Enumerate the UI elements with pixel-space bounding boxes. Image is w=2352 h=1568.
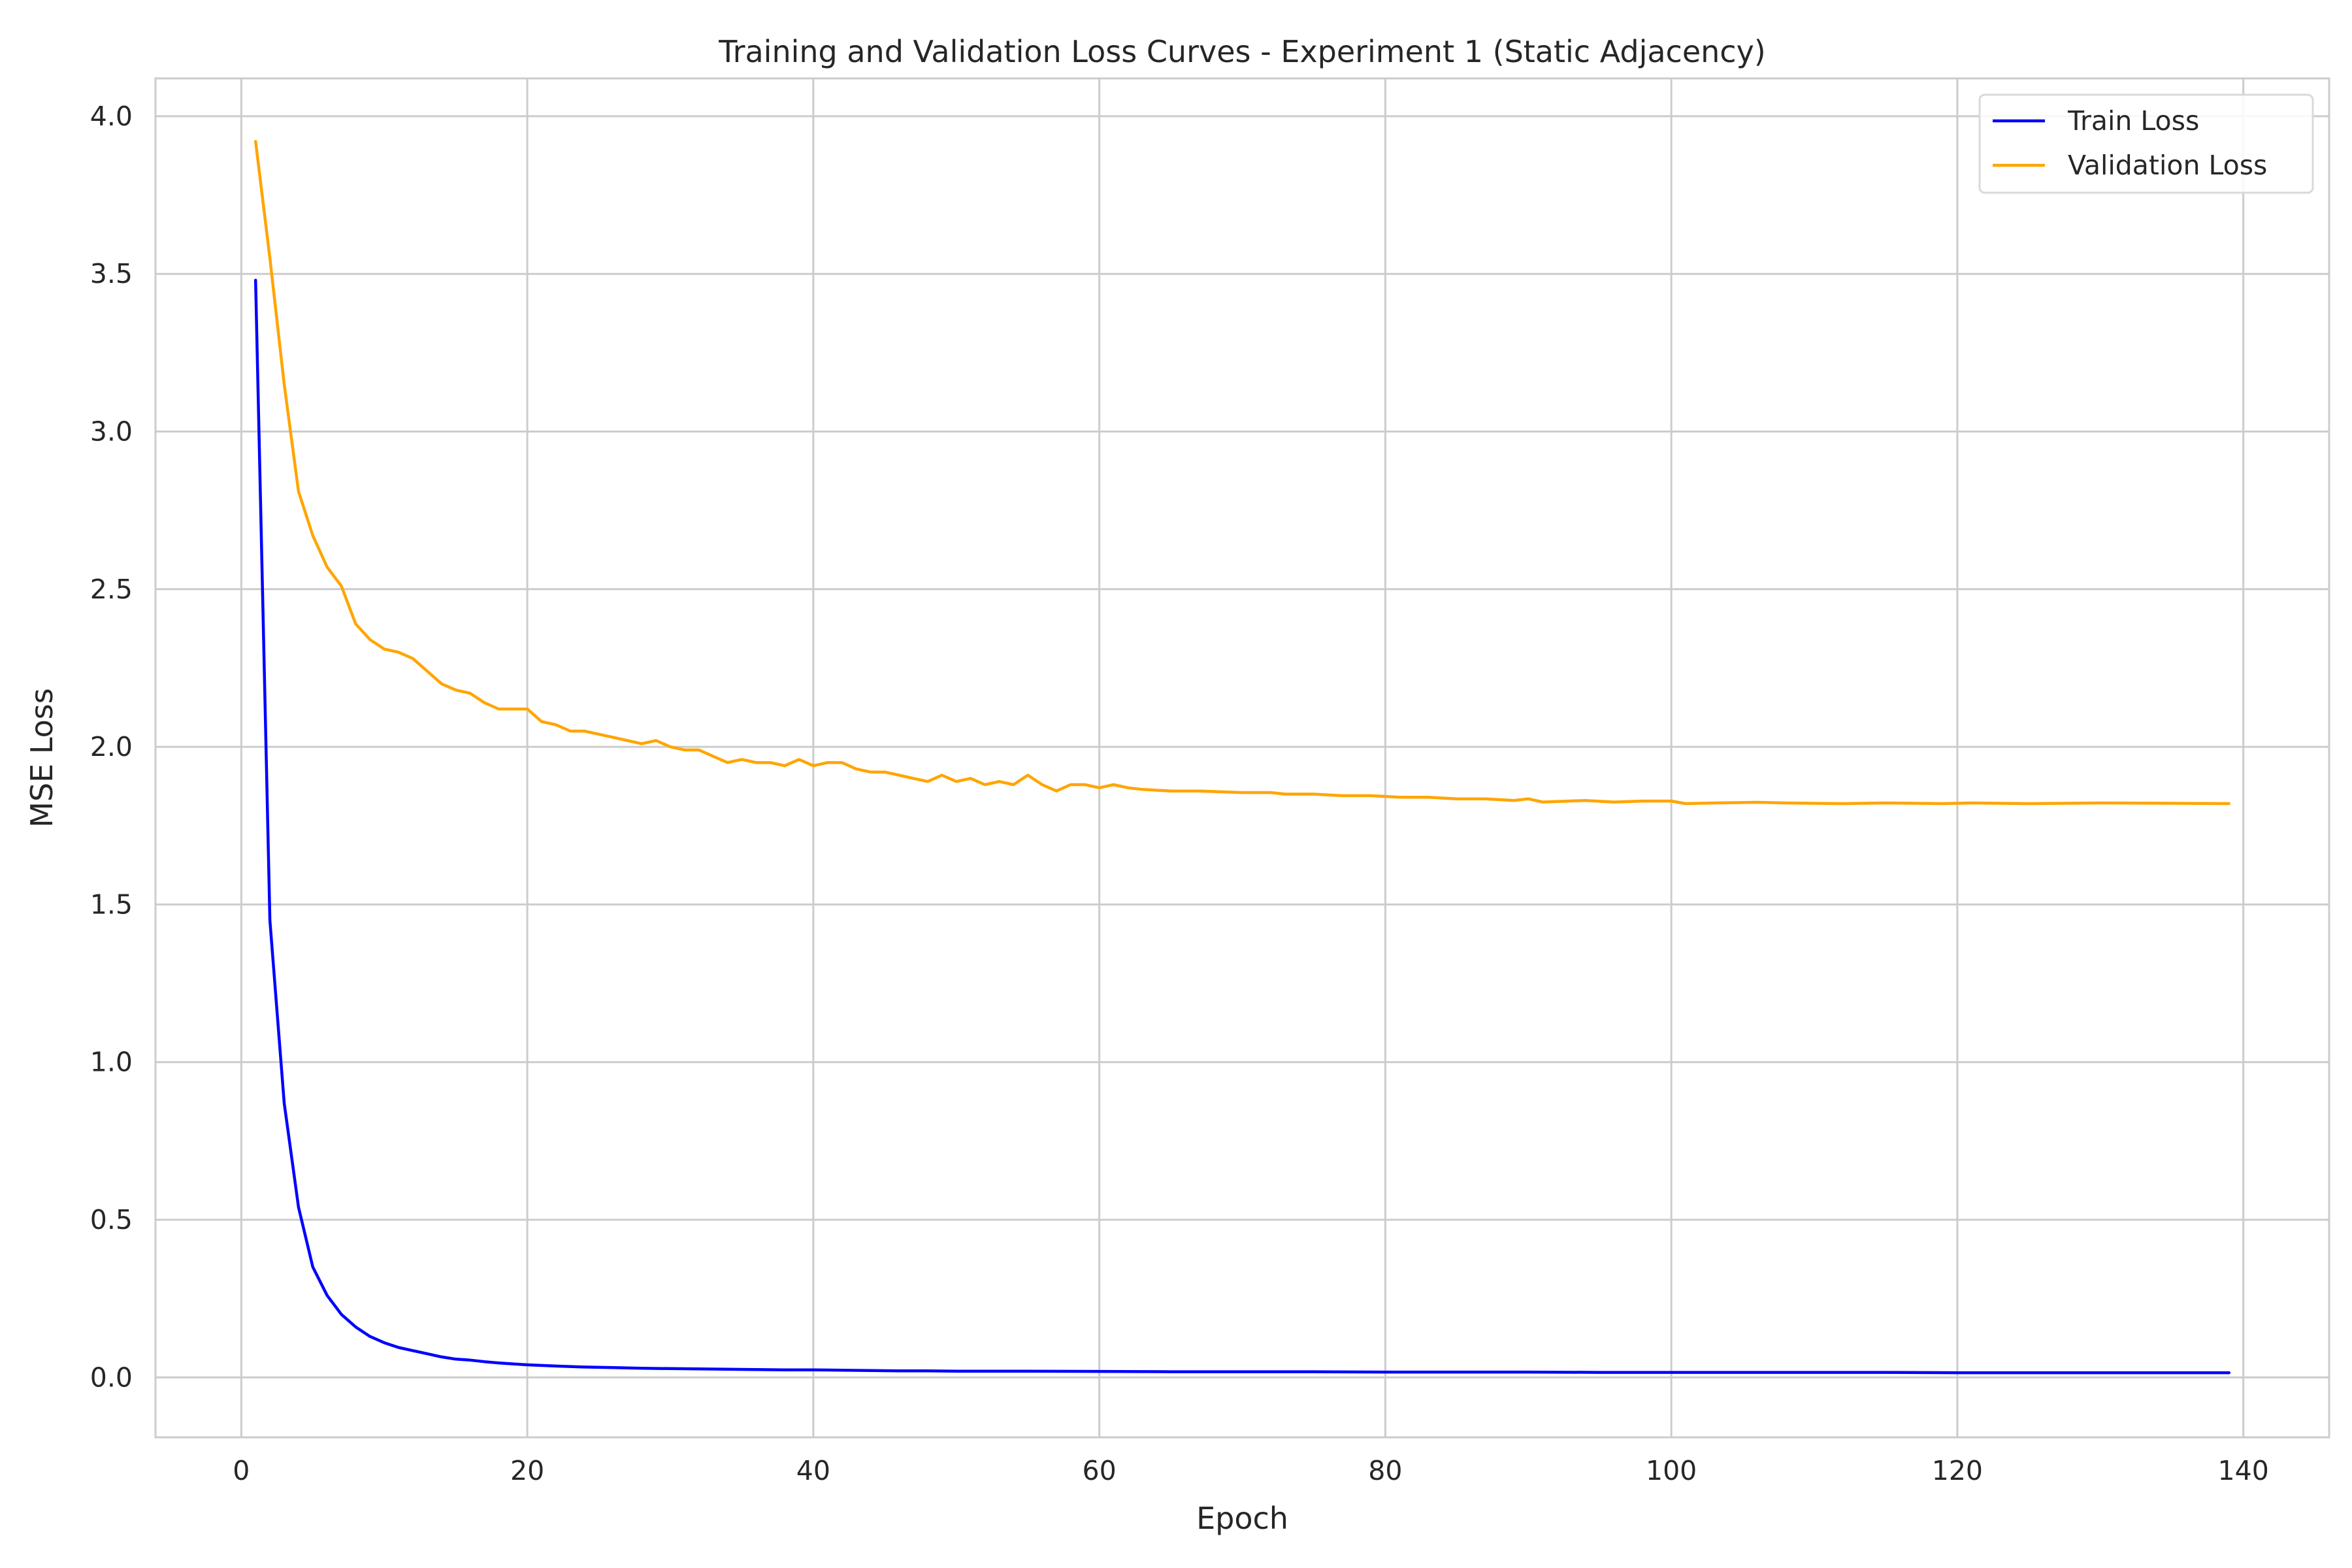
y-tick-label: 0.5 [90,1204,133,1235]
x-tick-label: 20 [510,1455,544,1486]
grid [155,78,2329,1437]
y-tick-label: 1.5 [90,889,133,920]
y-tick-label: 3.5 [90,258,133,289]
y-tick-label: 0.0 [90,1362,133,1393]
y-tick-label: 4.0 [90,101,133,132]
y-tick-label: 3.0 [90,416,133,448]
x-tick-label: 0 [233,1455,250,1486]
legend-label-train-loss: Train Loss [2067,105,2199,137]
legend: Train Loss Validation Loss [1978,93,2314,194]
y-tick-label: 2.5 [90,574,133,605]
y-tick-label: 1.0 [90,1047,133,1078]
x-tick-label: 140 [2218,1455,2269,1486]
x-tick-label: 80 [1368,1455,1402,1486]
x-tick-label: 40 [796,1455,830,1486]
series-lines [253,140,2231,1375]
series-line-validation-loss [253,140,2231,806]
x-tick-label: 100 [1646,1455,1697,1486]
x-tick-label: 60 [1083,1455,1117,1486]
chart-title: Training and Validation Loss Curves - Ex… [718,34,1766,69]
x-axis-label: Epoch [1196,1501,1288,1536]
legend-box [1978,93,2314,194]
x-tick-label: 120 [1932,1455,1983,1486]
y-tick-label: 2.0 [90,731,133,762]
tick-labels: 0 20 40 60 80 100 120 140 0.0 0.5 1.0 1.5 2.0 2.5 3.0 3… [90,101,2269,1486]
legend-label-validation-loss: Validation Loss [2068,150,2267,181]
axes-frame [154,77,2330,1439]
y-axis-label: MSE Loss [24,688,59,827]
series-line-train-loss [253,278,2231,1375]
